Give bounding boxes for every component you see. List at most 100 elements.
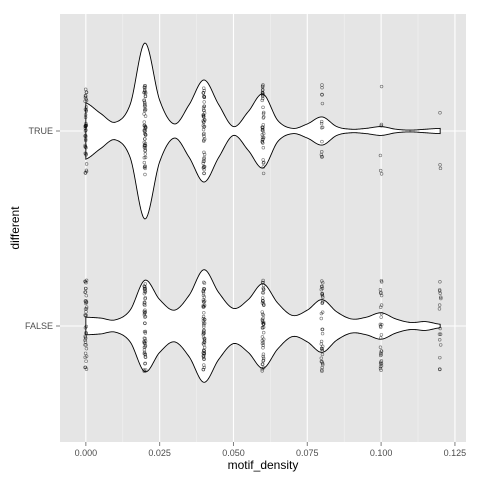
data-point (260, 312, 265, 316)
data-point (84, 124, 88, 129)
data-point (202, 281, 207, 285)
data-point (142, 300, 147, 305)
data-point (202, 165, 206, 169)
data-point (143, 166, 147, 171)
data-point (143, 315, 147, 319)
data-point (321, 281, 325, 285)
data-point (143, 86, 147, 90)
data-point (83, 299, 88, 303)
data-point (320, 294, 325, 298)
data-point (262, 131, 266, 136)
data-point (202, 348, 206, 353)
data-point (438, 166, 443, 171)
data-point (320, 301, 325, 305)
data-point (320, 284, 324, 288)
x-tick-label: 0.025 (148, 448, 171, 458)
data-point (84, 109, 88, 113)
data-point (143, 133, 148, 137)
data-point (438, 280, 442, 284)
data-point (261, 346, 265, 350)
data-point (261, 146, 266, 150)
data-point (319, 316, 323, 321)
data-point (143, 297, 147, 301)
data-point (201, 287, 206, 291)
data-point (83, 307, 88, 311)
x-tick-label: 0.050 (222, 448, 245, 458)
data-point (202, 131, 206, 136)
data-point (319, 121, 324, 126)
data-point (378, 322, 383, 327)
data-point (201, 351, 205, 355)
data-point (379, 352, 383, 357)
data-point (84, 94, 88, 98)
data-point (321, 295, 325, 300)
data-point (142, 339, 146, 344)
data-point (320, 361, 325, 366)
data-point (142, 123, 146, 128)
data-point (320, 119, 324, 124)
data-point (320, 139, 324, 144)
data-point (320, 92, 324, 97)
data-point (202, 365, 207, 370)
data-point (202, 338, 207, 343)
data-point (201, 335, 206, 339)
data-point (142, 345, 147, 350)
data-point (202, 337, 206, 341)
data-point (260, 338, 265, 343)
data-point (260, 135, 265, 140)
data-point (202, 328, 206, 332)
data-point (319, 356, 323, 360)
data-point (437, 307, 442, 311)
data-point (438, 111, 442, 115)
data-point (319, 339, 324, 344)
data-point (83, 340, 88, 344)
data-point (261, 280, 265, 285)
data-point (201, 321, 206, 325)
data-point (143, 352, 148, 357)
data-point (320, 125, 325, 130)
data-point (379, 351, 383, 355)
data-point (143, 321, 147, 326)
data-point (260, 138, 265, 142)
data-point (261, 356, 266, 360)
data-point (84, 145, 88, 150)
data-point (142, 350, 147, 354)
data-point (201, 113, 206, 118)
data-point (320, 101, 325, 106)
data-point (261, 161, 266, 165)
data-point (202, 295, 207, 299)
data-point (84, 162, 89, 166)
data-point (143, 94, 148, 98)
data-point (84, 168, 89, 172)
data-point (439, 295, 443, 299)
data-point (379, 303, 384, 307)
data-point (378, 153, 383, 158)
data-point (261, 112, 266, 116)
data-point (379, 280, 384, 284)
data-point (261, 299, 265, 303)
data-point (83, 338, 87, 342)
data-point (202, 156, 206, 160)
data-point (142, 302, 146, 307)
data-point (438, 332, 443, 336)
data-point (201, 298, 206, 302)
data-point (84, 346, 89, 351)
data-point (379, 368, 383, 372)
data-point (202, 345, 207, 350)
data-point (202, 159, 207, 163)
data-point (378, 324, 383, 328)
data-point (202, 171, 206, 176)
data-point (260, 320, 265, 324)
data-point (201, 291, 206, 295)
data-point (437, 303, 442, 307)
data-point (320, 279, 324, 283)
data-point (262, 110, 266, 115)
data-point (202, 138, 206, 142)
x-tick-label: 0.075 (296, 448, 319, 458)
data-point (84, 286, 88, 291)
data-point (261, 287, 266, 292)
data-point (438, 343, 443, 347)
data-point (320, 85, 324, 90)
data-point (143, 164, 147, 168)
